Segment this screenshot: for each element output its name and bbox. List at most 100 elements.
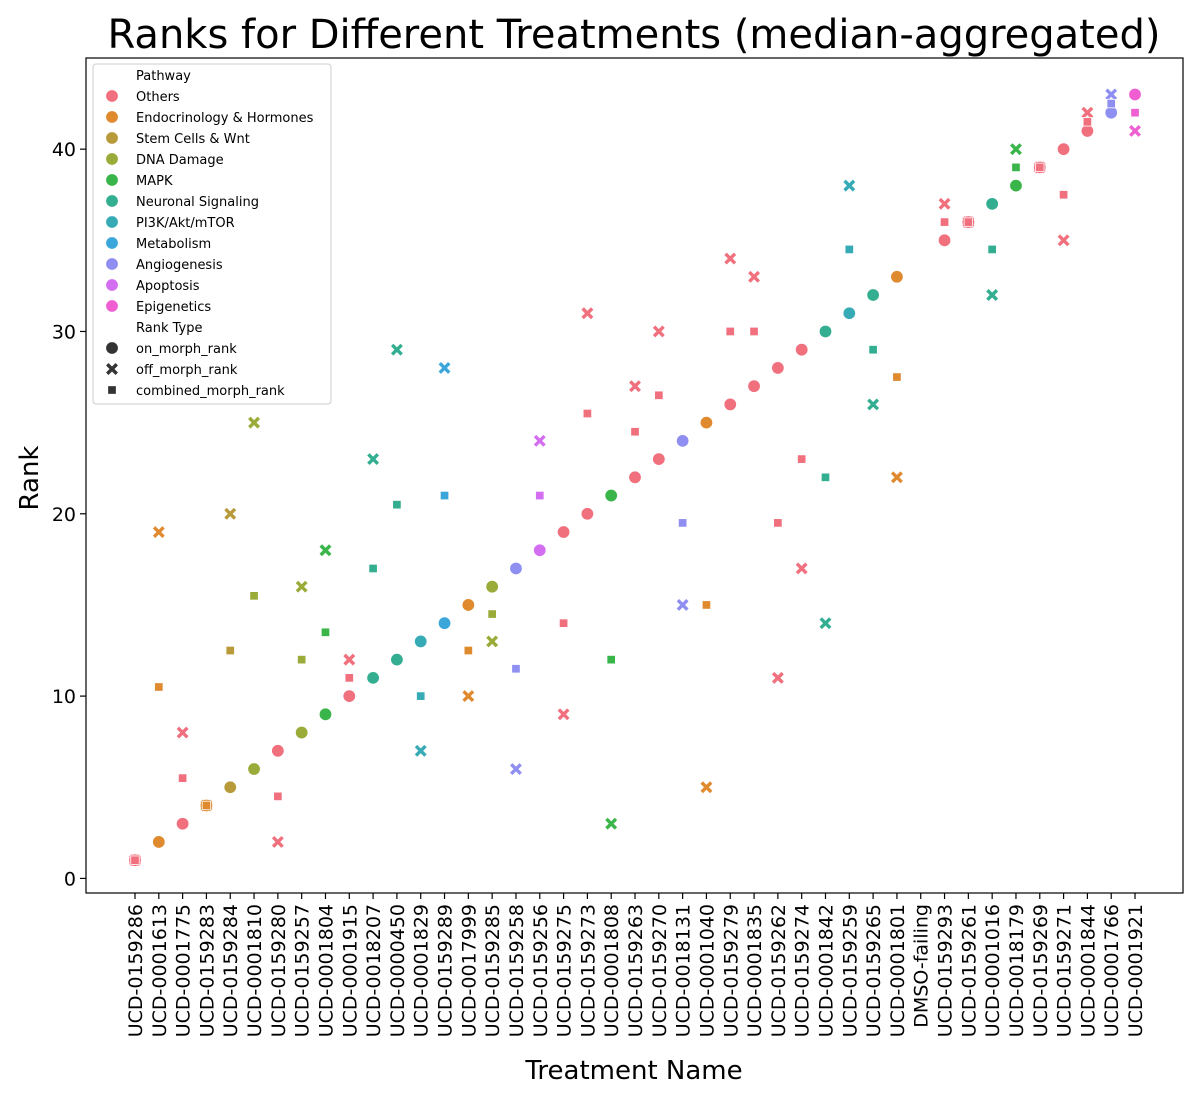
on-morph-rank-point xyxy=(723,397,737,412)
x-tick-label: UCD-0001801 xyxy=(887,904,909,1037)
combined-morph-rank-point xyxy=(225,645,235,656)
off-morph-rank-point xyxy=(438,361,451,374)
x-tick-label: UCD-0159275 xyxy=(554,904,576,1037)
y-axis-label: Rank xyxy=(15,446,45,511)
on-morph-rank-point xyxy=(414,634,428,649)
x-tick-label: UCD-0018179 xyxy=(1006,904,1028,1037)
x-tick-label: UCD-0001810 xyxy=(244,904,266,1037)
x-tick-label: UCD-0001835 xyxy=(744,904,766,1037)
x-tick-label: UCD-0159284 xyxy=(220,904,242,1037)
combined-morph-rank-point xyxy=(154,682,164,692)
x-tick-label: UCD-0159289 xyxy=(435,904,457,1037)
y-tick-label: 40 xyxy=(52,139,76,161)
x-tick-label: UCD-0001829 xyxy=(411,904,433,1037)
x-tick-label: UCD-0001804 xyxy=(315,904,337,1037)
off-morph-rank-point xyxy=(343,653,356,666)
combined-morph-rank-point xyxy=(868,345,878,355)
combined-morph-rank-point xyxy=(201,800,212,811)
on-morph-rank-point xyxy=(318,707,333,722)
off-morph-rank-point xyxy=(890,471,903,484)
legend-entry: combined_morph_rank xyxy=(136,384,285,399)
off-morph-rank-point xyxy=(414,744,427,757)
x-tick-label: UCD-0159257 xyxy=(292,904,314,1037)
x-tick-label: UCD-0159283 xyxy=(196,904,218,1037)
on-morph-rank-point xyxy=(866,288,880,302)
combined-morph-rank-point xyxy=(439,490,450,501)
on-morph-rank-point xyxy=(652,452,666,466)
legend-entry: Metabolism xyxy=(136,237,211,252)
x-tick-label: UCD-0001844 xyxy=(1077,904,1099,1037)
legend-entry: Neuronal Signaling xyxy=(136,195,259,210)
x-tick-label: UCD-0159269 xyxy=(1030,904,1052,1037)
chart-title: Ranks for Different Treatments (median-a… xyxy=(108,12,1161,58)
combined-morph-rank-point xyxy=(1130,108,1140,118)
legend-marker xyxy=(105,299,119,313)
off-morph-rank-point xyxy=(581,307,594,320)
off-morph-rank-point xyxy=(795,562,808,575)
legend-marker xyxy=(105,173,119,187)
x-tick-label: UCD-0159286 xyxy=(125,904,147,1037)
off-morph-rank-point xyxy=(510,763,522,775)
x-tick-label: UCD-0159261 xyxy=(958,904,980,1037)
combined-morph-rank-point xyxy=(1106,98,1116,109)
off-morph-rank-point xyxy=(1129,124,1141,137)
x-tick-label: UCD-0001016 xyxy=(982,904,1004,1037)
combined-morph-rank-point xyxy=(654,390,664,400)
legend-entry: MAPK xyxy=(136,174,173,189)
combined-morph-rank-point xyxy=(797,454,807,464)
legend-style-title: Rank Type xyxy=(136,321,202,336)
combined-morph-rank-point xyxy=(177,773,188,783)
on-morph-rank-point xyxy=(580,507,595,521)
legend-marker xyxy=(105,110,119,124)
x-tick-label: UCD-0159293 xyxy=(935,904,957,1037)
on-morph-rank-point xyxy=(271,744,285,758)
off-morph-rank-point xyxy=(248,416,261,429)
off-morph-rank-point xyxy=(152,526,165,538)
x-tick-label: UCD-0001842 xyxy=(815,904,837,1037)
off-morph-rank-point xyxy=(843,179,856,192)
on-morph-rank-point xyxy=(175,817,190,831)
x-tick-label: UCD-0001613 xyxy=(149,904,171,1037)
on-morph-rank-point xyxy=(152,835,166,849)
on-morph-rank-point xyxy=(1056,142,1071,156)
legend-marker xyxy=(105,257,119,271)
on-morph-rank-point xyxy=(556,525,571,539)
on-morph-rank-point xyxy=(1009,178,1023,193)
off-morph-rank-point xyxy=(1010,143,1022,156)
on-morph-rank-point xyxy=(1128,87,1142,102)
x-tick-label: UCD-0159279 xyxy=(720,904,742,1037)
combined-morph-rank-point xyxy=(1011,162,1021,173)
on-morph-rank-point xyxy=(294,725,309,740)
combined-morph-rank-point xyxy=(844,244,854,255)
off-morph-rank-point xyxy=(700,781,713,794)
on-morph-rank-point xyxy=(794,343,809,357)
combined-morph-rank-point xyxy=(939,217,950,227)
x-tick-label: UCD-0017999 xyxy=(458,904,480,1037)
combined-morph-rank-point xyxy=(320,627,331,637)
off-morph-rank-point xyxy=(986,289,999,301)
on-morph-rank-point xyxy=(937,233,952,248)
on-morph-rank-point xyxy=(437,616,452,630)
combined-morph-rank-point xyxy=(701,600,712,610)
combined-morph-rank-point xyxy=(749,326,759,337)
on-morph-rank-point xyxy=(1080,124,1095,138)
on-morph-rank-point xyxy=(390,652,404,667)
x-tick-label: UCD-0159258 xyxy=(506,904,528,1037)
combined-morph-rank-point xyxy=(368,563,378,574)
on-morph-rank-point xyxy=(461,598,476,612)
x-tick-label: UCD-0001040 xyxy=(696,904,718,1037)
combined-morph-rank-point xyxy=(535,490,545,501)
combined-morph-rank-point xyxy=(392,500,402,510)
legend-entry: Endocrinology & Hormones xyxy=(136,111,314,126)
on-morph-rank-point xyxy=(1104,105,1118,120)
off-morph-rank-point xyxy=(224,507,237,520)
legend-entry: PI3K/Akt/mTOR xyxy=(136,216,235,231)
x-tick-label: UCD-0159262 xyxy=(768,904,790,1037)
combined-morph-rank-point xyxy=(463,645,473,656)
on-morph-rank-point xyxy=(842,306,857,320)
combined-morph-rank-point xyxy=(987,244,997,255)
x-tick-label: UCD-0018131 xyxy=(673,904,695,1037)
on-morph-rank-point xyxy=(985,197,999,211)
